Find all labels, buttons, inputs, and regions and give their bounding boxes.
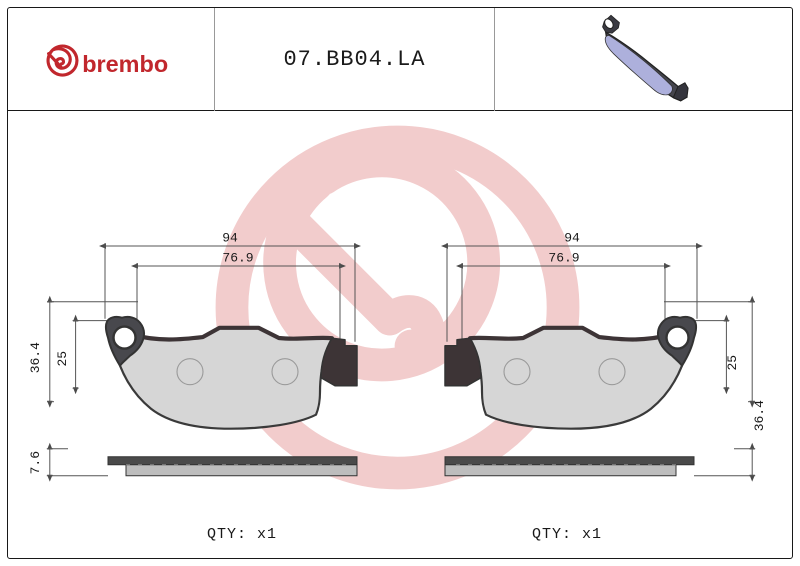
svg-text:76.9: 76.9 bbox=[222, 251, 253, 266]
svg-text:94: 94 bbox=[222, 231, 238, 246]
svg-text:76.9: 76.9 bbox=[548, 251, 579, 266]
svg-text:25: 25 bbox=[725, 355, 740, 371]
svg-text:7.6: 7.6 bbox=[28, 451, 43, 474]
svg-text:36.4: 36.4 bbox=[28, 342, 43, 373]
svg-text:36.4: 36.4 bbox=[752, 400, 767, 431]
svg-text:25: 25 bbox=[55, 351, 70, 367]
svg-text:94: 94 bbox=[564, 231, 580, 246]
svg-text:brembo: brembo bbox=[82, 51, 168, 77]
